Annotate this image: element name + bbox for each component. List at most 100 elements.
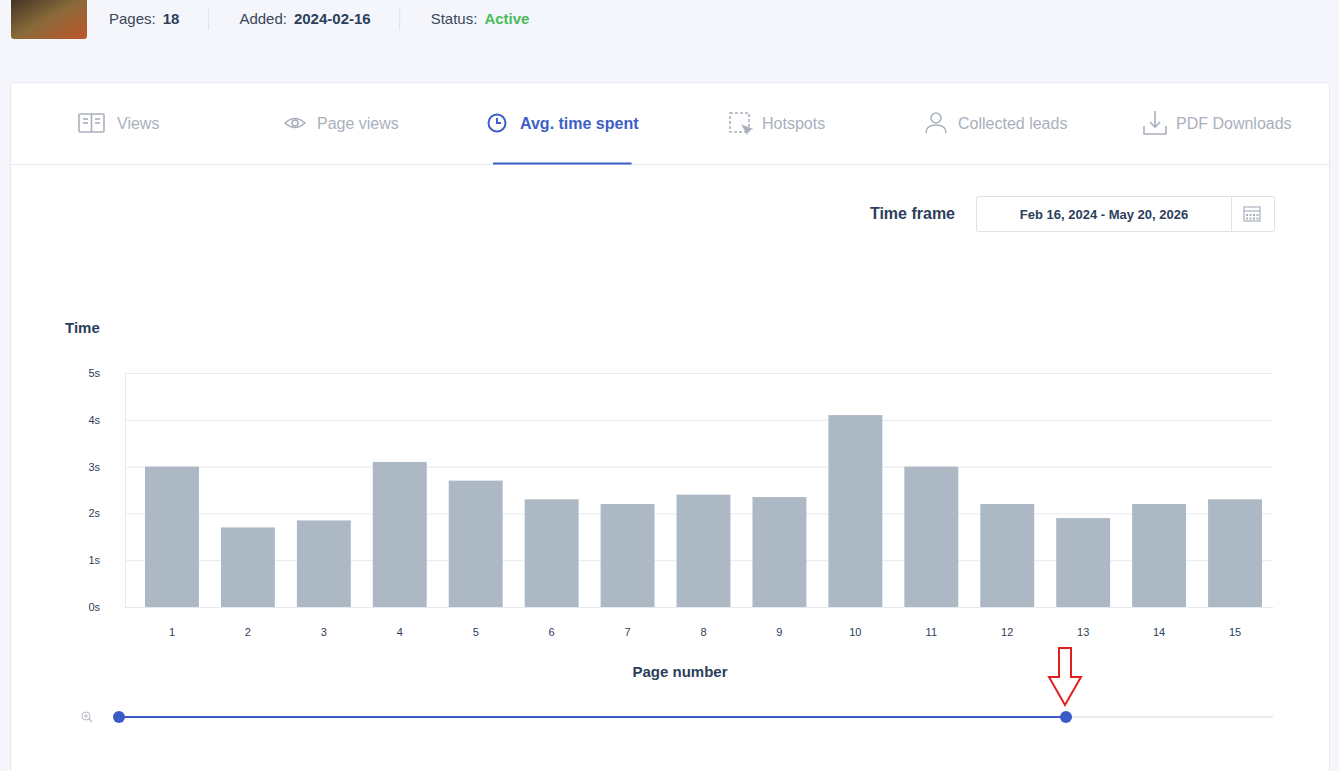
tab-label[interactable]: Collected leads [958,115,1067,132]
tab-icon-part [1144,126,1166,134]
x-tick-label: 7 [625,626,631,638]
y-axis-title: Time [65,319,100,336]
calendar-dot [1250,218,1252,220]
x-tick-label: 11 [926,626,937,638]
x-axis-title: Page number [632,663,727,680]
tab[interactable]: Views [79,114,159,132]
page: Pages:18Added:2024-02-16Status:ActiveVie… [0,0,1339,771]
grid [125,374,1273,608]
x-tick-label: 3 [321,626,327,638]
calendar-dot [1257,218,1259,220]
tab-icon-part [83,118,88,120]
bar [1208,499,1262,607]
bar [752,497,806,607]
x-tick: 4 [397,607,403,638]
y-tick: 3s [88,461,125,473]
zoom-icon-plus [86,714,87,718]
tab-icon-part [83,122,88,124]
bar [677,495,731,607]
zoom-icon [82,712,90,720]
slider-range[interactable] [119,716,1066,718]
x-tick: 14 [1153,607,1165,638]
x-tick: 2 [245,607,251,638]
bar [1056,518,1110,607]
x-tick: 10 [849,607,861,638]
date-range[interactable]: Feb 16, 2024 - May 20, 2026 [1020,207,1188,222]
x-tick-label: 8 [700,626,706,638]
x-tick: 13 [1077,607,1089,638]
date-box[interactable] [977,197,1275,232]
thumbnail [11,0,87,39]
tab[interactable]: PDF Downloads [1144,111,1292,134]
tab-label[interactable]: Page views [317,115,399,132]
x-axis-line [135,607,1274,608]
header-label: Status: [431,10,478,27]
grid-line [125,373,1273,374]
x-tick-label: 2 [245,626,251,638]
x-tick: 7 [625,607,631,638]
y-tick-label: 2s [88,507,100,519]
y-axis-line [125,374,126,608]
tab[interactable]: Hotspots [730,113,825,133]
tab-label[interactable]: PDF Downloads [1176,115,1292,132]
tab-icon-part [497,118,501,123]
x-tick: 11 [926,607,937,638]
annotation-arrow [1049,648,1081,705]
date-picker[interactable]: Feb 16, 2024 - May 20, 2026 [977,197,1275,232]
calendar-dot [1246,218,1248,220]
tabs-border [10,164,1329,165]
bar [221,527,275,607]
x-tick: 5 [473,607,479,638]
tab-icon-part [292,120,298,126]
tab-label[interactable]: Hotspots [762,115,825,132]
calendar-dot [1250,214,1252,216]
tab-icon-part [1150,111,1160,127]
tab[interactable]: Avg. time spent [489,115,640,164]
x-tick-label: 14 [1153,626,1165,638]
header-value: Active [484,10,529,27]
y-tick-label: 5s [88,367,100,379]
tab-label[interactable]: Avg. time spent [520,115,639,132]
x-tick-label: 9 [776,626,782,638]
calendar-dot [1257,214,1259,216]
tab[interactable]: Page views [285,115,399,132]
x-tick-label: 12 [1001,626,1013,638]
y-tick: 4s [88,414,125,426]
x-tick-label: 10 [849,626,861,638]
y-tick: 2s [88,507,125,519]
calendar-dot [1253,218,1255,220]
slider-handle[interactable] [113,711,125,723]
grid-line [125,467,1273,468]
zoom-icon-handle [89,719,92,722]
bar [297,520,351,607]
bar [828,415,882,607]
x-tick-label: 15 [1229,626,1241,638]
x-axis: 123456789101112131415 [135,607,1274,638]
tab-label[interactable]: Views [117,115,159,132]
calendar-bar [1244,210,1260,211]
slider-track[interactable] [119,716,1273,718]
x-tick-label: 1 [169,626,175,638]
calendar-dot [1246,214,1248,216]
tab-icon-part [285,119,305,128]
x-tick: 9 [776,607,782,638]
y-axis: 0s1s2s3s4s5s [88,367,125,613]
x-tick: 15 [1229,607,1241,638]
calendar-icon[interactable] [1244,207,1260,221]
header-value: 18 [163,10,180,27]
bar [145,467,199,607]
time-frame-label: Time frame [870,205,955,222]
tab-icon-part [926,125,946,133]
bar [1132,504,1186,607]
x-tick: 12 [1001,607,1013,638]
tab[interactable]: Collected leads [926,113,1067,133]
slider-handle[interactable] [1060,711,1072,723]
calendar-frame [1244,207,1260,221]
y-tick-label: 1s [88,554,100,566]
grid-line [125,420,1273,421]
tab-icon-part [489,115,506,132]
bar [525,499,579,607]
tab-icon-part [743,126,751,133]
tab-icon-part [91,114,93,132]
zoom-slider[interactable] [82,711,1273,723]
